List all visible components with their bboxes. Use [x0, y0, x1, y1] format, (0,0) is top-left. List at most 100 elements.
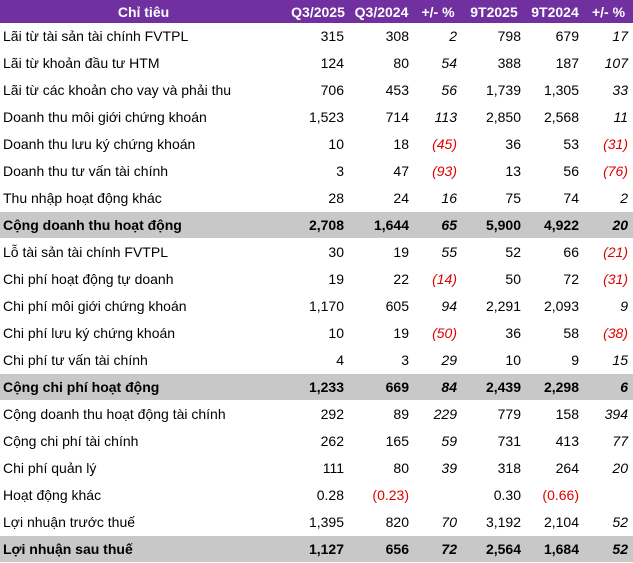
value-cell: 2,298 — [526, 373, 584, 401]
value-cell: (50) — [414, 319, 462, 347]
value-cell: 5,900 — [462, 211, 526, 239]
value-cell: (14) — [414, 265, 462, 293]
row-label: Chi phí hoạt động tự doanh — [0, 265, 287, 293]
table-row: Chi phí tư vấn tài chính 4 3 29 10 9 15 — [0, 346, 633, 374]
value-cell: 74 — [526, 184, 584, 212]
row-label: Lợi nhuận trước thuế — [0, 508, 287, 536]
row-label: Chi phí quản lý — [0, 454, 287, 482]
value-cell: 264 — [526, 454, 584, 482]
value-cell — [414, 481, 462, 509]
value-cell: 2,850 — [462, 103, 526, 131]
row-label: Doanh thu môi giới chứng khoán — [0, 103, 287, 131]
table-row: Cộng chi phí hoạt động 1,233 669 84 2,439 2,2… — [0, 373, 633, 401]
header-cell: Q3/2024 — [349, 0, 414, 23]
value-cell: 1,644 — [349, 211, 414, 239]
value-cell: 30 — [287, 238, 349, 266]
table-row: Doanh thu tư vấn tài chính 3 47 (93) 13 56 (76… — [0, 157, 633, 185]
header-cell: 9T2025 — [462, 0, 526, 23]
value-cell: 56 — [526, 157, 584, 185]
value-cell: 315 — [287, 23, 349, 50]
value-cell: 111 — [287, 454, 349, 482]
value-cell: 24 — [349, 184, 414, 212]
value-cell: 10 — [287, 130, 349, 158]
table-row: Chi phí quản lý 111 80 39 318 264 20 — [0, 454, 633, 482]
table-row: Thu nhập hoạt động khác 28 24 16 75 74 2 — [0, 184, 633, 212]
value-cell: 731 — [462, 427, 526, 455]
header-cell: +/- % — [414, 0, 462, 23]
header-cell: Q3/2025 — [287, 0, 349, 23]
value-cell — [584, 481, 633, 509]
header-row: Chỉ tiêu Q3/2025 Q3/2024 +/- % 9T2025 9T2024 +… — [0, 0, 633, 23]
value-cell: 33 — [584, 76, 633, 104]
value-cell: 308 — [349, 23, 414, 50]
value-cell: 2,564 — [462, 535, 526, 563]
row-label: Doanh thu lưu ký chứng khoán — [0, 130, 287, 158]
value-cell: 1,523 — [287, 103, 349, 131]
value-cell: 388 — [462, 49, 526, 77]
row-label: Lãi từ các khoản cho vay và phải thu — [0, 76, 287, 104]
value-cell: 19 — [287, 265, 349, 293]
value-cell: 3,192 — [462, 508, 526, 536]
value-cell: 16 — [414, 184, 462, 212]
value-cell: 89 — [349, 400, 414, 428]
value-cell: 1,127 — [287, 535, 349, 563]
table-row: Chi phí hoạt động tự doanh 19 22 (14) 50 72 (3… — [0, 265, 633, 293]
value-cell: 798 — [462, 23, 526, 50]
value-cell: 53 — [526, 130, 584, 158]
value-cell: 72 — [526, 265, 584, 293]
value-cell: 39 — [414, 454, 462, 482]
row-label: Chi phí lưu ký chứng khoán — [0, 319, 287, 347]
value-cell: 55 — [414, 238, 462, 266]
value-cell: 94 — [414, 292, 462, 320]
value-cell: 13 — [462, 157, 526, 185]
value-cell: 187 — [526, 49, 584, 77]
value-cell: 36 — [462, 319, 526, 347]
value-cell: 820 — [349, 508, 414, 536]
value-cell: 165 — [349, 427, 414, 455]
table-row: Hoạt động khác 0.28 (0.23) 0.30 (0.66) — [0, 481, 633, 509]
value-cell: 20 — [584, 454, 633, 482]
row-label: Lỗ tài sản tài chính FVTPL — [0, 238, 287, 266]
table-row: Lãi từ khoản đầu tư HTM 124 80 54 388 187 107 — [0, 49, 633, 77]
value-cell: 1,395 — [287, 508, 349, 536]
value-cell: 2,104 — [526, 508, 584, 536]
value-cell: 2,291 — [462, 292, 526, 320]
value-cell: 80 — [349, 454, 414, 482]
value-cell: 714 — [349, 103, 414, 131]
row-label: Doanh thu tư vấn tài chính — [0, 157, 287, 185]
value-cell: 679 — [526, 23, 584, 50]
value-cell: (0.66) — [526, 481, 584, 509]
table-row: Cộng chi phí tài chính 262 165 59 731 413 77 — [0, 427, 633, 455]
value-cell: 10 — [462, 346, 526, 374]
value-cell: 158 — [526, 400, 584, 428]
value-cell: 1,170 — [287, 292, 349, 320]
table-row: Cộng doanh thu hoạt động 2,708 1,644 65 5,90… — [0, 211, 633, 239]
value-cell: 72 — [414, 535, 462, 563]
value-cell: 52 — [462, 238, 526, 266]
value-cell: 19 — [349, 238, 414, 266]
value-cell: 9 — [526, 346, 584, 374]
table-row: Lợi nhuận trước thuế 1,395 820 70 3,192 2,104… — [0, 508, 633, 536]
value-cell: 605 — [349, 292, 414, 320]
value-cell: 10 — [287, 319, 349, 347]
table-row: Lợi nhuận sau thuế 1,127 656 72 2,564 1,684 52 — [0, 535, 633, 563]
table-row: Lãi từ tài sản tài chính FVTPL 315 308 2 798… — [0, 23, 633, 50]
table-row: Chi phí lưu ký chứng khoán 10 19 (50) 36 58 (3… — [0, 319, 633, 347]
value-cell: 229 — [414, 400, 462, 428]
value-cell: 20 — [584, 211, 633, 239]
value-cell: 706 — [287, 76, 349, 104]
table-row: Doanh thu lưu ký chứng khoán 10 18 (45) 36 53… — [0, 130, 633, 158]
value-cell: 1,739 — [462, 76, 526, 104]
value-cell: 22 — [349, 265, 414, 293]
value-cell: 36 — [462, 130, 526, 158]
value-cell: 656 — [349, 535, 414, 563]
value-cell: 2 — [584, 184, 633, 212]
value-cell: 453 — [349, 76, 414, 104]
table-row: Lỗ tài sản tài chính FVTPL 30 19 55 52 66 (21) — [0, 238, 633, 266]
value-cell: 4,922 — [526, 211, 584, 239]
table-row: Lãi từ các khoản cho vay và phải thu 706 4… — [0, 76, 633, 104]
value-cell: 3 — [349, 346, 414, 374]
row-label: Lợi nhuận sau thuế — [0, 535, 287, 563]
value-cell: 779 — [462, 400, 526, 428]
value-cell: 394 — [584, 400, 633, 428]
